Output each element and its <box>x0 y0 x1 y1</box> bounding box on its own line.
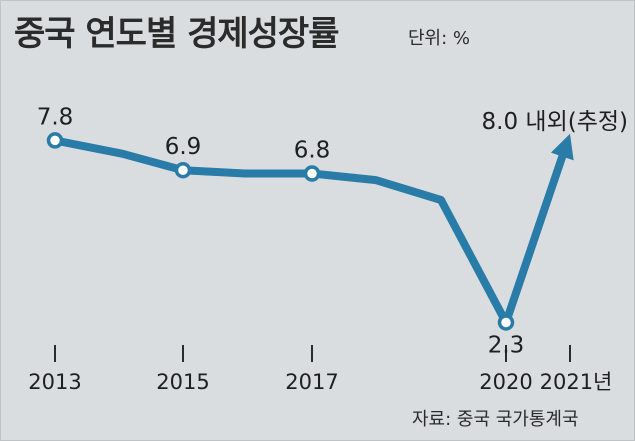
x-tick-label: 2013 <box>28 370 81 394</box>
data-label: 2.3 <box>488 332 525 358</box>
chart-title: 중국 연도별 경제성장률 <box>14 14 339 54</box>
data-point-marker <box>303 165 321 182</box>
data-label: 6.9 <box>165 134 202 160</box>
estimate-segment <box>502 150 567 327</box>
x-tick-label: 2015 <box>156 370 209 394</box>
x-tick-label: 2020 <box>479 370 532 394</box>
source-note: 자료: 중국 국가통계국 <box>412 409 579 430</box>
unit-label: 단위: % <box>408 28 471 49</box>
data-point-marker <box>174 161 192 179</box>
series-line <box>51 136 510 327</box>
data-label: 6.8 <box>294 138 331 164</box>
data-point-marker <box>46 132 64 149</box>
data-label: 8.0 내외(추정) <box>482 109 628 135</box>
estimate-arrowhead <box>550 133 574 161</box>
x-tick-label: 2017 <box>285 370 338 394</box>
data-point-marker <box>497 314 515 331</box>
data-label: 7.8 <box>37 104 74 130</box>
x-tick-label: 2021년 <box>540 370 613 394</box>
